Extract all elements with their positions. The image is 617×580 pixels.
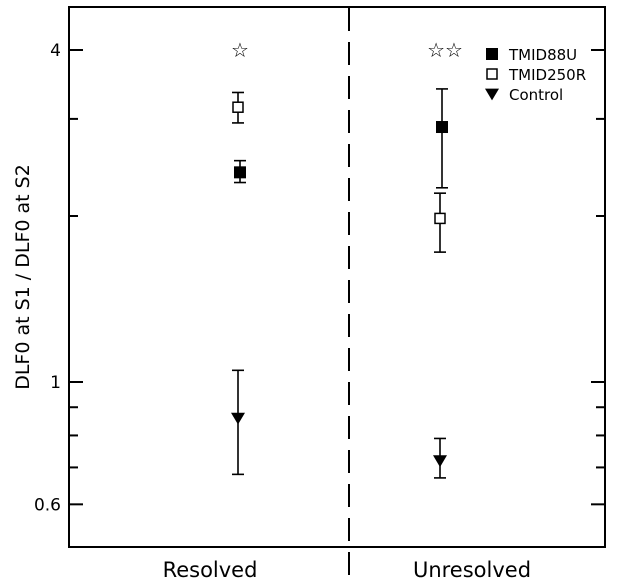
legend-marker-0: [486, 48, 498, 60]
data-point-1-0: [232, 101, 244, 113]
y-tick-label-0: 0.6: [34, 495, 61, 515]
plot-frame: [68, 6, 606, 548]
y-axis-label: DLF0 at S1 / DLF0 at S2: [12, 164, 34, 390]
data-markers: [231, 101, 448, 468]
data-point-0-1: [436, 121, 448, 134]
data-point-2-0: [231, 412, 245, 425]
data-point-2-1: [433, 455, 447, 468]
error-bars: [232, 88, 448, 479]
y-tick-label-1: 1: [50, 373, 61, 393]
data-point-1-1: [434, 212, 446, 225]
category-label-0: Resolved: [163, 558, 258, 580]
category-labels: Resolved Unresolved: [163, 558, 531, 580]
legend-label-0: TMID88U: [508, 46, 577, 64]
legend-marker-2: [485, 88, 499, 101]
legend-label-1: TMID250R: [508, 66, 586, 84]
legend-label-2: Control: [509, 86, 563, 104]
y-tick-label-2: 4: [50, 41, 61, 61]
significance-star-1: ☆☆: [427, 38, 463, 62]
legend: TMID88U TMID250R Control: [485, 46, 586, 104]
category-label-1: Unresolved: [413, 558, 531, 580]
data-point-0-0: [234, 166, 246, 179]
significance-markers: ☆ ☆☆: [231, 38, 463, 62]
y-ticks: 0.6 1 4: [34, 41, 605, 515]
legend-marker-1: [486, 68, 498, 80]
significance-star-0: ☆: [231, 38, 249, 62]
